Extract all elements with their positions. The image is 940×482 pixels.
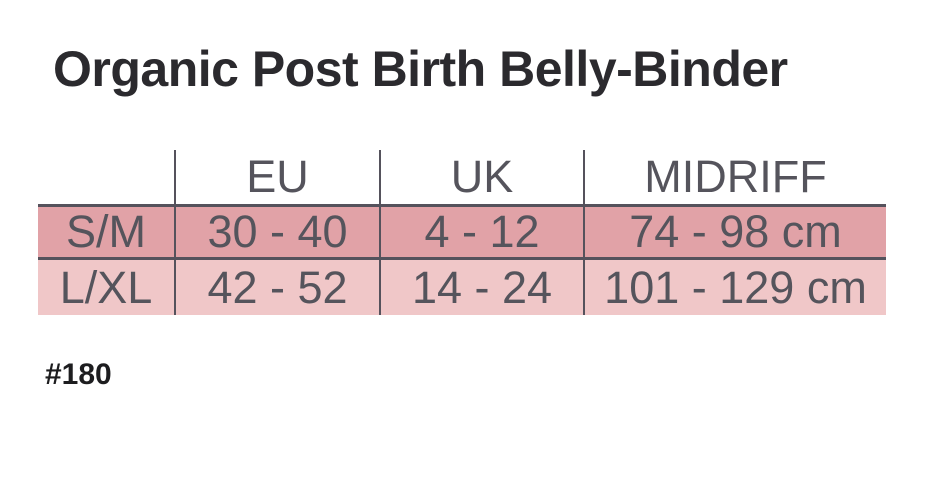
row-label-lxl: L/XL (59, 261, 153, 313)
column-header-uk: UK (379, 150, 583, 204)
cell-sm-eu: 30 - 40 (174, 207, 379, 257)
size-table: EU UK MIDRIFF S/M 30 - 40 4 - 12 74 - 98… (38, 150, 886, 315)
cell-lxl-midriff: 101 - 129 cm (583, 260, 886, 315)
column-header-midriff: MIDRIFF (583, 150, 886, 204)
size-table-header-row: EU UK MIDRIFF (38, 150, 886, 207)
table-row-lxl: L/XL 42 - 52 14 - 24 101 - 129 cm (38, 260, 886, 315)
product-code: #180 (45, 358, 112, 391)
row-label-sm: S/M (65, 207, 146, 257)
cell-sm-uk: 4 - 12 (379, 207, 583, 257)
cell-sm-midriff: 74 - 98 cm (583, 207, 886, 257)
cell-lxl-uk: 14 - 24 (379, 260, 583, 315)
column-header-eu: EU (174, 150, 379, 204)
table-row-sm: S/M 30 - 40 4 - 12 74 - 98 cm (38, 207, 886, 260)
cell-lxl-eu: 42 - 52 (174, 260, 379, 315)
column-header-blank (38, 150, 174, 204)
page-title: Organic Post Birth Belly-Binder (53, 41, 788, 97)
